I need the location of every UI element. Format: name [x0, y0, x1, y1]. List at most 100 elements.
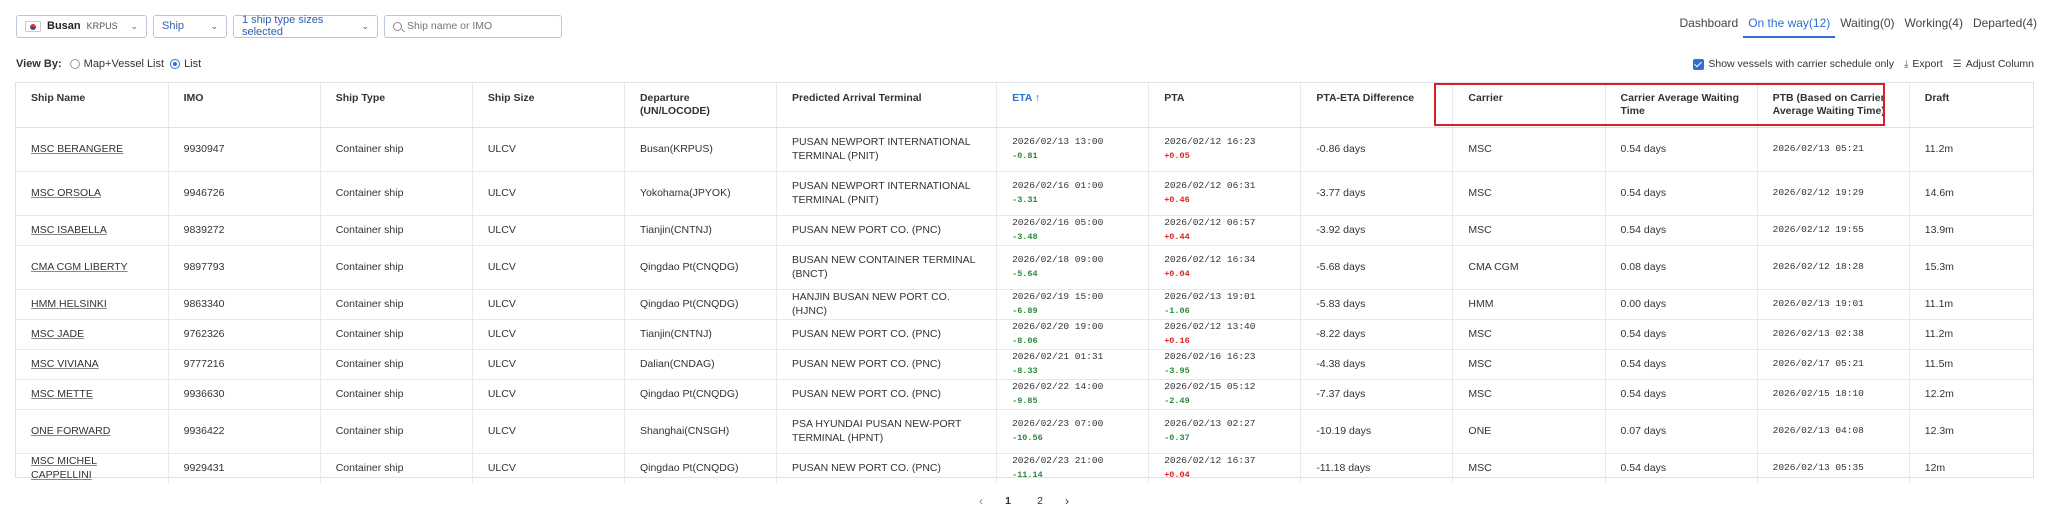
cell-ship-name[interactable]: ONE FORWARD — [16, 409, 169, 454]
carrier-schedule-label: Show vessels with carrier schedule only — [1708, 58, 1894, 70]
col-departure[interactable]: Departure (UN/LOCODE) — [624, 83, 778, 128]
cell-terminal: PUSAN NEWPORT INTERNATIONAL TERMINAL (PN… — [776, 127, 998, 172]
tab-waiting[interactable]: Waiting(0) — [1840, 16, 1895, 30]
table-row[interactable]: MSC MICHEL CAPPELLINI 9929431 Container sh… — [16, 453, 2033, 483]
table-row[interactable]: HMM HELSINKI 9863340 Container ship ULCV Qin… — [16, 289, 2033, 320]
cell-eta: 2026/02/21 01:31 -8.33 — [996, 349, 1150, 380]
ship-size-dropdown[interactable]: 1 ship type sizes selected ⌄ — [233, 14, 378, 38]
cell-ship-name[interactable]: CMA CGM LIBERTY — [16, 245, 169, 290]
checkbox-checked[interactable] — [1693, 58, 1705, 70]
cell-ship-type: Container ship — [320, 349, 473, 380]
cell-terminal: PUSAN NEW PORT CO. (PNC) — [776, 379, 998, 410]
ship-name-link[interactable]: MSC ISABELLA — [31, 224, 107, 236]
ship-name-link[interactable]: MSC METTE — [31, 388, 93, 400]
port-selector[interactable]: Busan KRPUS ⌄ — [16, 14, 147, 38]
cell-ship-name[interactable]: MSC JADE — [16, 319, 169, 350]
cell-terminal: PUSAN NEW PORT CO. (PNC) — [776, 215, 998, 246]
search-box[interactable] — [384, 14, 562, 38]
pagination: ‹ 1 2 › — [0, 494, 2048, 508]
ship-name-link[interactable]: MSC VIVIANA — [31, 358, 99, 370]
page-2[interactable]: 2 — [1037, 495, 1043, 507]
col-terminal[interactable]: Predicted Arrival Terminal — [776, 83, 998, 128]
table-row[interactable]: MSC ISABELLA 9839272 Container ship ULCV Tia… — [16, 215, 2033, 246]
cell-imo: 9777216 — [168, 349, 321, 380]
cell-ship-name[interactable]: HMM HELSINKI — [16, 289, 169, 320]
cell-departure: Busan(KRPUS) — [624, 127, 778, 172]
ship-name-link[interactable]: HMM HELSINKI — [31, 298, 107, 310]
cell-ship-name[interactable]: MSC BERANGERE — [16, 127, 169, 172]
tab-on-the-way[interactable]: On the way(12) — [1743, 14, 1836, 38]
cell-eta: 2026/02/20 19:00 -8.06 — [996, 319, 1150, 350]
view-option-list[interactable]: List — [170, 58, 201, 70]
cell-carrier: CMA CGM — [1452, 245, 1606, 290]
cell-imo: 9929431 — [168, 453, 321, 483]
cell-eta: 2026/02/23 21:00 -11.14 — [996, 453, 1150, 483]
radio-checked[interactable] — [170, 59, 181, 69]
table-row[interactable]: MSC JADE 9762326 Container ship ULCV Tianjin… — [16, 319, 2033, 350]
col-ptb[interactable]: PTB (Based on Carrier Average Waiting Ti… — [1757, 83, 1910, 128]
pta-value: 2026/02/13 02:27 — [1164, 418, 1256, 429]
col-draft[interactable]: Draft — [1909, 83, 2033, 128]
pta-value: 2026/02/16 16:23 — [1164, 351, 1256, 362]
cell-pta-eta-diff: -3.77 days — [1300, 171, 1454, 216]
table-row[interactable]: MSC METTE 9936630 Container ship ULCV Qingda… — [16, 379, 2033, 410]
cell-ptb: 2026/02/13 05:21 — [1757, 127, 1910, 172]
tab-departed[interactable]: Departed(4) — [1972, 16, 2037, 30]
col-ship-type[interactable]: Ship Type — [320, 83, 473, 128]
ship-name-link[interactable]: MSC ORSOLA — [31, 187, 102, 199]
cell-departure: Shanghai(CNSGH) — [624, 409, 778, 454]
ship-name-link[interactable]: MSC BERANGERE — [31, 143, 124, 155]
cell-ship-name[interactable]: MSC VIVIANA — [16, 349, 169, 380]
table-row[interactable]: CMA CGM LIBERTY 9897793 Container ship ULCV… — [16, 245, 2033, 290]
cell-departure: Qingdao Pt(CNQDG) — [624, 289, 778, 320]
table-options: Show vessels with carrier schedule only … — [1693, 58, 2034, 70]
col-carrier-avg-wait[interactable]: Carrier Average Waiting Time — [1605, 83, 1758, 128]
col-ship-name[interactable]: Ship Name — [16, 83, 169, 128]
col-pta-eta-diff[interactable]: PTA-ETA Difference — [1300, 83, 1454, 128]
cell-carrier-avg-wait: 0.08 days — [1605, 245, 1758, 290]
cell-ship-name[interactable]: MSC METTE — [16, 379, 169, 410]
chevron-right-icon[interactable]: › — [1065, 494, 1069, 508]
search-input[interactable] — [407, 20, 553, 32]
cell-ship-size: ULCV — [472, 409, 625, 454]
ship-name-link[interactable]: CMA CGM LIBERTY — [31, 261, 128, 273]
export-button[interactable]: ⤓ Export — [1904, 58, 1943, 70]
cell-ship-size: ULCV — [472, 349, 625, 380]
chevron-down-icon: ⌄ — [130, 20, 138, 31]
cell-departure: Qingdao Pt(CNQDG) — [624, 379, 778, 410]
cell-pta: 2026/02/13 02:27 -0.37 — [1148, 409, 1302, 454]
cell-departure: Qingdao Pt(CNQDG) — [624, 453, 778, 483]
cell-ptb: 2026/02/12 19:29 — [1757, 171, 1910, 216]
cell-ptb: 2026/02/15 18:10 — [1757, 379, 1910, 410]
page-1[interactable]: 1 — [1005, 495, 1011, 507]
tab-dashboard[interactable]: Dashboard — [1679, 16, 1739, 30]
cell-ship-name[interactable]: MSC ISABELLA — [16, 215, 169, 246]
cell-ship-name[interactable]: MSC MICHEL CAPPELLINI — [16, 453, 169, 483]
tab-working[interactable]: Working(4) — [1904, 16, 1963, 30]
adjust-column-button[interactable]: ☰ Adjust Column — [1953, 58, 2034, 70]
cell-ship-name[interactable]: MSC ORSOLA — [16, 171, 169, 216]
col-imo[interactable]: IMO — [168, 83, 321, 128]
adjust-column-label: Adjust Column — [1965, 58, 2034, 70]
ship-type-dropdown[interactable]: Ship ⌄ — [153, 14, 227, 38]
table-row[interactable]: MSC BERANGERE 9930947 Container ship ULCV Bu… — [16, 127, 2033, 172]
table-row[interactable]: ONE FORWARD 9936422 Container ship ULCV Shan… — [16, 409, 2033, 454]
radio-unchecked[interactable] — [69, 59, 80, 69]
cell-pta: 2026/02/16 16:23 -3.95 — [1148, 349, 1302, 380]
ship-name-link[interactable]: MSC JADE — [31, 328, 85, 340]
col-pta[interactable]: PTA — [1148, 83, 1302, 128]
table-row[interactable]: MSC VIVIANA 9777216 Container ship ULCV Dali… — [16, 349, 2033, 380]
eta-value: 2026/02/23 21:00 — [1012, 455, 1104, 467]
col-carrier[interactable]: Carrier — [1452, 83, 1606, 128]
col-eta[interactable]: ETA ↑ — [996, 83, 1150, 128]
view-option-map[interactable]: Map+Vessel List — [69, 58, 164, 70]
table-row[interactable]: MSC ORSOLA 9946726 Container ship ULCV Yokoh… — [16, 171, 2033, 216]
carrier-schedule-toggle[interactable]: Show vessels with carrier schedule only — [1693, 58, 1894, 70]
chevron-left-icon[interactable]: ‹ — [979, 494, 983, 508]
col-ship-size[interactable]: Ship Size — [472, 83, 625, 128]
cell-terminal: PSA HYUNDAI PUSAN NEW-PORT TERMINAL (HPN… — [776, 409, 998, 454]
ship-name-link[interactable]: ONE FORWARD — [31, 425, 111, 437]
ship-name-link[interactable]: MSC MICHEL CAPPELLINI — [31, 455, 97, 482]
cell-pta-eta-diff: -5.68 days — [1300, 245, 1454, 290]
table-header-row: Ship Name IMO Ship Type Ship Size Depart… — [16, 83, 2033, 128]
